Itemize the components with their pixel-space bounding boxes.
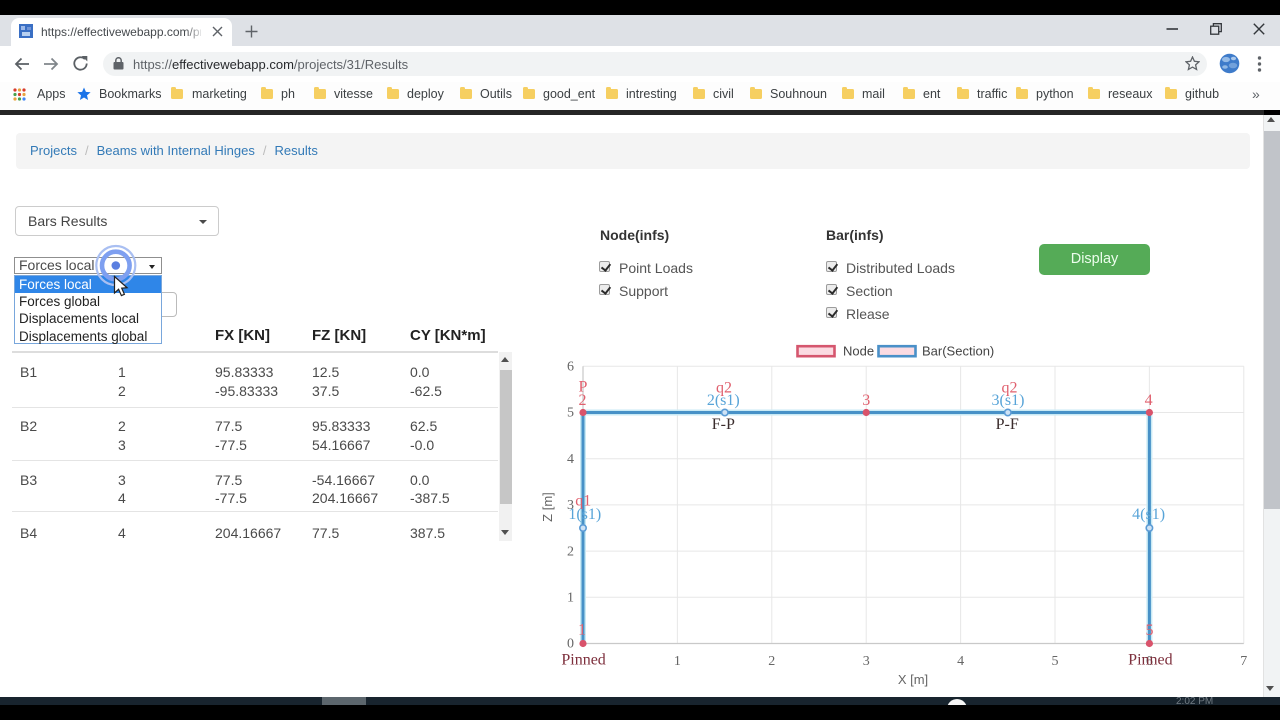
svg-text:1(s1): 1(s1) <box>568 506 601 523</box>
svg-text:7: 7 <box>1240 654 1247 669</box>
svg-text:2(s1): 2(s1) <box>707 392 740 409</box>
svg-text:4: 4 <box>567 452 574 467</box>
svg-text:5: 5 <box>567 406 574 421</box>
svg-text:X [m]: X [m] <box>898 672 928 687</box>
svg-text:3: 3 <box>863 654 870 669</box>
svg-text:Z [m]: Z [m] <box>540 492 555 522</box>
svg-text:5: 5 <box>1146 622 1154 639</box>
svg-text:1: 1 <box>674 654 681 669</box>
svg-text:q2: q2 <box>1002 380 1018 397</box>
svg-text:4(s1): 4(s1) <box>1132 506 1165 523</box>
svg-text:P: P <box>579 379 588 396</box>
svg-text:2: 2 <box>567 544 574 559</box>
svg-text:P-F: P-F <box>996 416 1019 433</box>
svg-text:4: 4 <box>1145 392 1153 409</box>
svg-text:1: 1 <box>567 591 574 606</box>
svg-text:0: 0 <box>567 637 574 652</box>
svg-text:1: 1 <box>578 622 586 639</box>
svg-text:q1: q1 <box>575 493 591 510</box>
svg-text:2: 2 <box>768 654 775 669</box>
svg-text:3(s1): 3(s1) <box>992 392 1025 409</box>
svg-text:3: 3 <box>567 498 574 513</box>
svg-text:3: 3 <box>862 392 870 409</box>
svg-text:4: 4 <box>957 654 964 669</box>
svg-text:6: 6 <box>1146 654 1153 669</box>
svg-text:F-P: F-P <box>712 416 735 433</box>
svg-text:q2: q2 <box>716 380 732 397</box>
svg-text:Pinned: Pinned <box>1128 652 1172 669</box>
svg-text:2: 2 <box>579 392 587 409</box>
svg-text:Bar(Section): Bar(Section) <box>922 344 994 359</box>
svg-text:5: 5 <box>1052 654 1059 669</box>
svg-text:Node: Node <box>843 344 874 359</box>
svg-text:6: 6 <box>567 360 574 375</box>
svg-text:Pinned: Pinned <box>561 652 605 669</box>
